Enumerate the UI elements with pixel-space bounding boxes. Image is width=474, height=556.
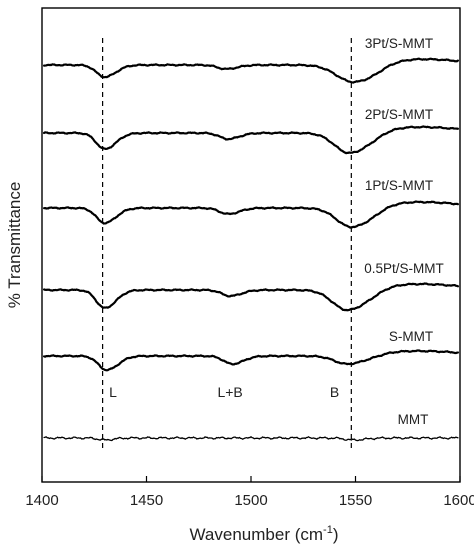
series-labels: 3Pt/S-MMT 2Pt/S-MMT 1Pt/S-MMT 0.5Pt/S-MMT S-… [364,36,444,427]
series-label-mmt: MMT [398,412,429,427]
series-label-2pt-s-mmt: 2Pt/S-MMT [365,107,433,122]
series-label-1pt-s-mmt: 1Pt/S-MMT [365,178,433,193]
y-axis-title: % Transmittance [5,182,24,309]
trace-2pt-s-mmt [42,125,460,155]
reference-lines [102,38,352,452]
series-label-3pt-s-mmt: 3Pt/S-MMT [365,36,433,51]
x-tick-label-1450: 1450 [130,492,163,509]
band-label-l-b: L+B [217,384,242,400]
x-axis: 1400 1450 1500 1550 1600 [25,476,474,509]
x-tick-label-1500: 1500 [234,492,267,509]
plot-frame [41,7,461,483]
series-label-0-5pt-s-mmt: 0.5Pt/S-MMT [364,261,444,276]
trace-3pt-s-mmt [42,57,460,84]
traces [42,57,460,442]
x-tick-label-1600: 1600 [443,492,474,509]
series-label-s-mmt: S-MMT [389,329,433,344]
trace-1pt-s-mmt [42,200,460,229]
trace-s-mmt [42,349,460,372]
x-axis-title: Wavenumber (cm-1) [190,524,339,544]
x-tick-label-1550: 1550 [339,492,372,509]
band-label-b: B [330,384,339,400]
x-tick-label-1400: 1400 [25,492,58,509]
band-label-l: L [109,384,117,400]
trace-0-5pt-s-mmt [42,282,460,312]
band-annotations: L L+B B [109,384,339,400]
trace-mmt [43,436,459,442]
